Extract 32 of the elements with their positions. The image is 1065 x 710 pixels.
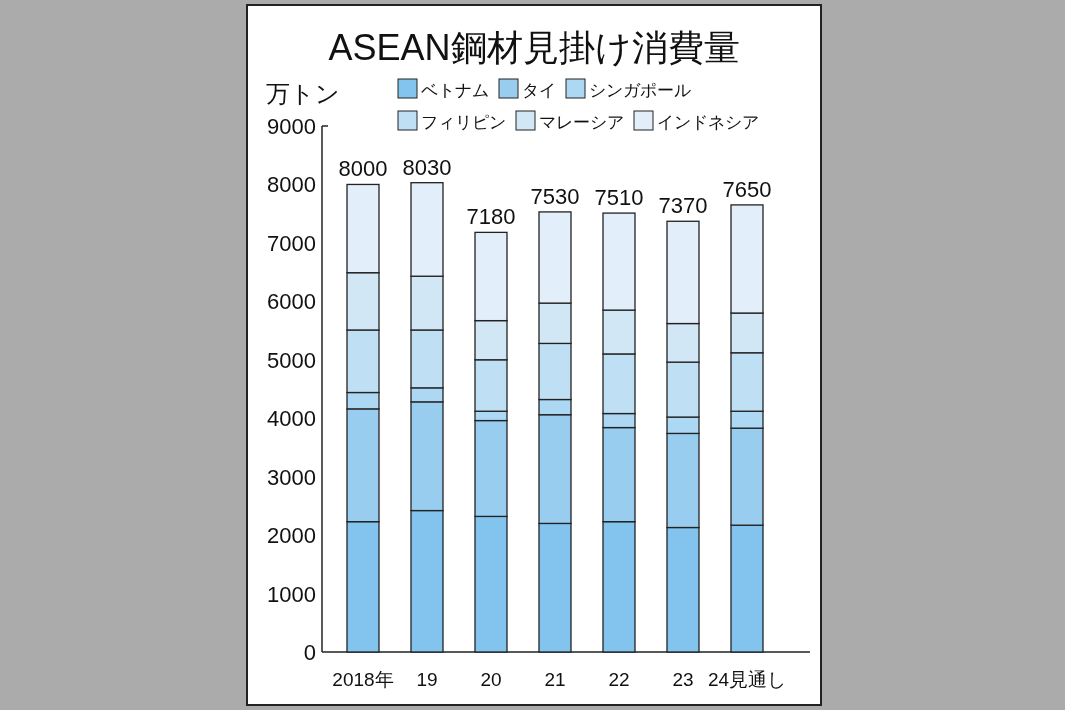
total: 7650: [722, 176, 772, 202]
ytick: 5000: [267, 347, 316, 373]
total: 8000: [338, 156, 388, 182]
ytick: 1000: [267, 581, 316, 607]
legend-label: インドネシア: [657, 113, 759, 132]
xtick: 2018年: [332, 669, 394, 690]
ylabel: 万トン: [266, 80, 340, 107]
ytick: 7000: [267, 230, 316, 256]
legend-label: フィリピン: [421, 113, 506, 132]
ytick: 0: [303, 640, 316, 665]
title: ASEAN鋼材見掛け消費量: [328, 27, 740, 68]
total: 7370: [658, 193, 708, 219]
total: 7530: [530, 183, 580, 209]
legend-label: シンガポール: [589, 81, 691, 100]
ytick: 4000: [267, 406, 316, 432]
ytick: 6000: [267, 289, 316, 315]
total: 7180: [466, 204, 516, 230]
ytick: 9000: [267, 114, 316, 139]
legend-label: タイ: [522, 81, 556, 100]
total: 7510: [594, 185, 644, 211]
xtick: 21: [544, 669, 566, 690]
ytick: 2000: [267, 523, 316, 549]
xtick: 24見通し: [707, 669, 787, 690]
legend-label: ベトナム: [421, 81, 489, 100]
xtick: 19: [416, 669, 438, 690]
xtick: 23: [672, 669, 694, 690]
legend-label: マレーシア: [539, 113, 624, 132]
total: 8030: [402, 154, 452, 180]
ytick: 3000: [267, 464, 316, 490]
ytick: 8000: [267, 172, 316, 198]
xtick: 22: [608, 669, 630, 690]
xtick: 20: [480, 669, 502, 690]
